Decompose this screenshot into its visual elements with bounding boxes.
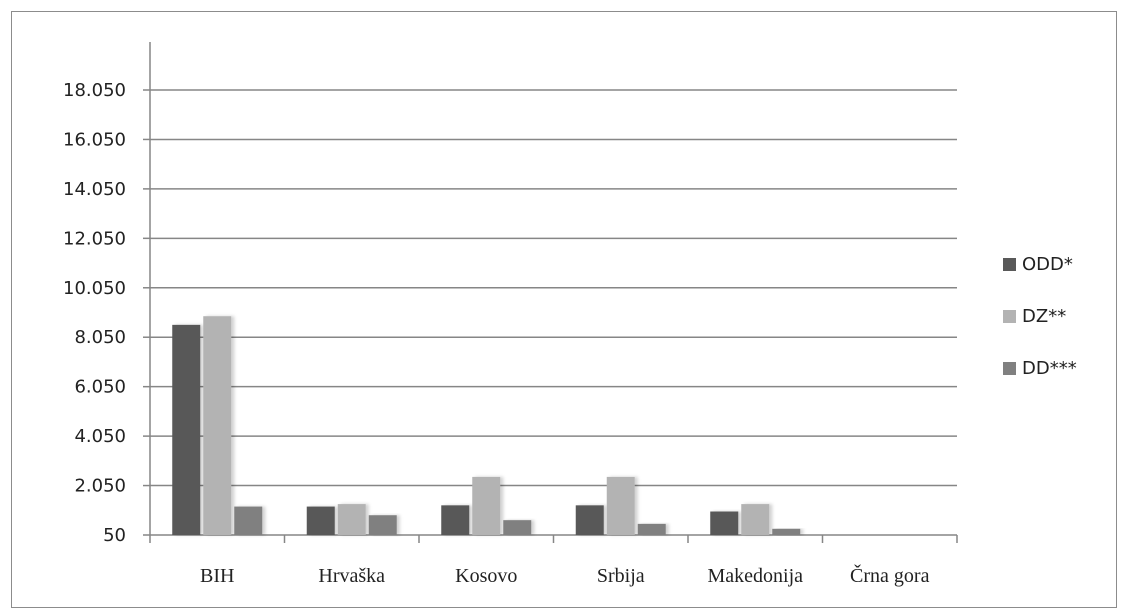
y-tick-label: 50 bbox=[103, 525, 126, 546]
legend-swatch bbox=[1003, 310, 1016, 323]
y-tick-label: 6.050 bbox=[74, 377, 126, 398]
legend-label: ODD* bbox=[1022, 254, 1073, 275]
gridlines bbox=[143, 89, 958, 543]
y-tick-labels: 50 2.050 4.050 6.050 8.050 10.050 12.050 14.050… bbox=[63, 80, 126, 546]
y-tick-label: 2.050 bbox=[74, 476, 126, 497]
axes bbox=[149, 42, 957, 536]
y-tick-label: 12.050 bbox=[63, 228, 126, 249]
bar-dd-3 bbox=[637, 523, 666, 535]
bar-dz-0 bbox=[203, 316, 232, 535]
y-tick-label: 4.050 bbox=[74, 426, 126, 447]
x-tick-label: Črna gora bbox=[850, 563, 930, 587]
bar-dz-3 bbox=[606, 476, 635, 535]
bar-odd-4 bbox=[710, 511, 739, 535]
y-tick-label: 8.050 bbox=[74, 327, 126, 348]
y-tick-label: 18.050 bbox=[63, 80, 126, 101]
x-tick-label: Kosovo bbox=[455, 565, 517, 587]
bar-dz-4 bbox=[741, 504, 770, 535]
x-tick-label: Hrvaška bbox=[318, 565, 385, 587]
y-tick-label: 16.050 bbox=[63, 129, 126, 150]
x-tick-label: Srbija bbox=[597, 565, 645, 587]
y-tick-label: 10.050 bbox=[63, 278, 126, 299]
bar-dd-1 bbox=[368, 515, 397, 535]
bar-dd-4 bbox=[772, 528, 801, 535]
legend-label: DD*** bbox=[1022, 358, 1077, 379]
bar-odd-2 bbox=[441, 505, 470, 535]
bar-odd-1 bbox=[306, 506, 335, 535]
legend-swatch bbox=[1003, 258, 1016, 271]
bar-dz-2 bbox=[472, 476, 501, 535]
bar-dd-0 bbox=[234, 506, 263, 535]
legend: ODD* DZ** DD*** bbox=[1003, 254, 1077, 379]
bar-odd-0 bbox=[172, 324, 201, 535]
bar-dd-2 bbox=[503, 520, 532, 535]
x-tick-label: BIH bbox=[200, 565, 234, 587]
legend-label: DZ** bbox=[1022, 306, 1066, 327]
x-tick-label: Makedonija bbox=[707, 565, 803, 587]
bar-dz-1 bbox=[337, 504, 366, 535]
legend-swatch bbox=[1003, 362, 1016, 375]
x-tick-labels: BIH Hrvaška Kosovo Srbija Makedonija Črna gor… bbox=[200, 563, 930, 587]
bar-odd-3 bbox=[575, 505, 604, 535]
bars bbox=[172, 316, 801, 535]
y-tick-label: 14.050 bbox=[63, 179, 126, 200]
